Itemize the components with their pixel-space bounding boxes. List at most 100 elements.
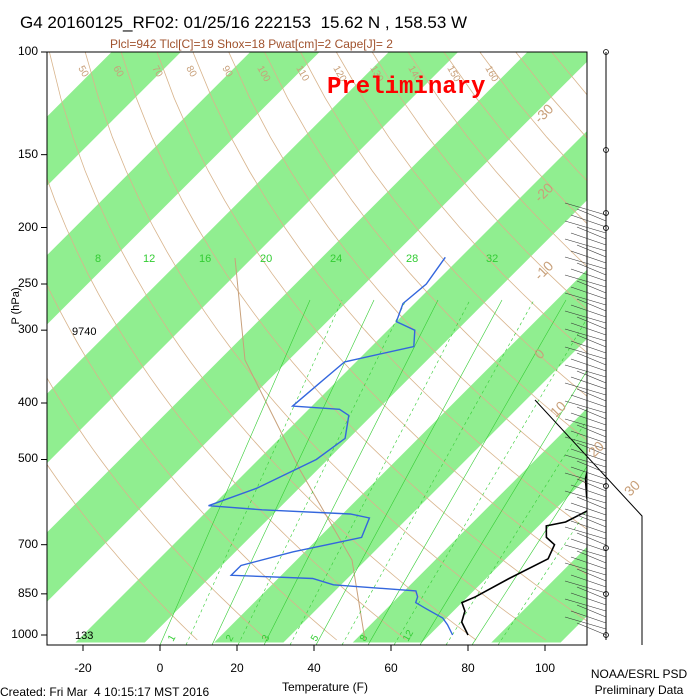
calm-circle [603,147,609,153]
dry-adiabat [156,52,587,576]
wind-barb [570,520,607,534]
theta-label: 90 [219,64,234,80]
calm-circle [603,545,609,551]
wind-barb [570,322,607,336]
x-tick-label: 40 [307,661,321,675]
calm-circle [603,225,609,231]
mixing-ratio-label: 24 [330,253,342,265]
mixing-ratio-label: 8 [95,253,101,265]
x-tick-label: 100 [534,661,556,675]
mixing-ratio-label: 12 [143,253,155,265]
height-annotation: 133 [75,630,93,642]
wind-barb [564,274,607,288]
dry-adiabat [47,177,407,641]
dry-adiabat [192,52,587,530]
mixing-ratio-line [289,299,471,645]
y-tick-label: 400 [17,395,38,409]
wind-barb [570,574,607,588]
wind-barb [564,562,607,576]
mixing-ratio-label-bottom: 3 [260,633,273,644]
wind-barb [564,220,607,234]
mixing-ratio-label: 28 [406,253,418,265]
isotherm-band [0,52,42,642]
isotherm-label: 20 [585,438,607,460]
wind-barb [564,526,607,540]
wind-barbs [564,49,609,640]
wind-barb [570,214,607,228]
mixing-ratio-line [263,299,439,645]
mixing-ratio-line [471,465,587,645]
x-tick-label: 80 [461,661,475,675]
theta-label: 70 [149,64,164,80]
wind-barb [576,316,607,330]
calm-circle [603,483,609,489]
mixing-ratio-label-bottom: 8 [358,633,371,644]
wind-barb [570,466,607,480]
mixing-ratio-line [367,299,567,645]
wind-barb [564,490,607,504]
mixing-ratio-line [315,299,503,645]
mixing-ratio-line [393,318,587,645]
dry-adiabat [371,52,587,311]
mixing-ratio-line [445,419,587,645]
dry-adiabat [623,52,700,640]
y-tick-label: 1000 [11,627,38,641]
dry-adiabats [47,52,700,641]
mixing-ratio-label-bottom: 12 [401,628,416,644]
y-tick-label: 150 [17,146,38,161]
dry-adiabat [659,52,700,640]
wind-barb [570,358,607,372]
isotherm-band [630,52,700,642]
chart-subtitle: Plcl=942 Tlcl[C]=19 Shox=18 Pwat[cm]=2 C… [110,37,393,51]
created-timestamp: Created: Fri Mar 4 10:15:17 MST 2016 [0,685,210,699]
isotherm-band [75,131,587,643]
calm-circle [603,632,609,638]
wind-barb [570,340,607,354]
dry-adiabat [47,377,268,641]
axis-ticks [41,51,546,651]
dry-adiabat [228,52,587,485]
wind-barb [570,538,607,552]
mixing-ratio-label: 20 [260,253,272,265]
wind-barb [576,604,607,618]
mixing-ratio-line [419,370,587,645]
wind-barb [564,400,607,414]
y-axis-label: P (hPa) [10,287,22,325]
dewpoint-profile [208,256,454,636]
wind-barb [570,268,607,282]
mixing-ratio-label: 16 [199,253,211,265]
isotherm-band [47,52,459,464]
temperature-bands [0,52,700,643]
y-tick-label: 100 [17,44,38,58]
preliminary-watermark: Preliminary [327,74,486,101]
wind-barb [570,394,607,408]
wind-barb [576,370,607,384]
wind-barb [576,424,607,438]
wind-barb [564,256,607,270]
wind-barb [564,580,607,594]
wind-barb [564,364,607,378]
wind-barb [576,406,607,420]
wind-barb [570,412,607,426]
wind-barb [564,328,607,342]
wind-barb [564,382,607,396]
calm-circle [603,591,609,597]
wind-barb [576,478,607,492]
wind-barb [576,568,607,582]
wind-barb [570,286,607,300]
isotherm-band [47,52,587,602]
wind-barb [576,244,607,258]
wind-barb [564,310,607,324]
x-tick-label: 20 [230,661,244,675]
y-tick-label: 500 [17,451,38,466]
dry-adiabat [300,52,587,397]
height-annotation: 9740 [72,326,96,338]
wind-barb [576,532,607,546]
wind-barb [564,616,607,630]
wind-barb [570,430,607,444]
wind-barb [576,208,607,222]
wind-barb [570,304,607,318]
isotherm-label: -10 [531,257,557,283]
wind-barb [576,586,607,600]
theta-label: 80 [183,64,198,80]
